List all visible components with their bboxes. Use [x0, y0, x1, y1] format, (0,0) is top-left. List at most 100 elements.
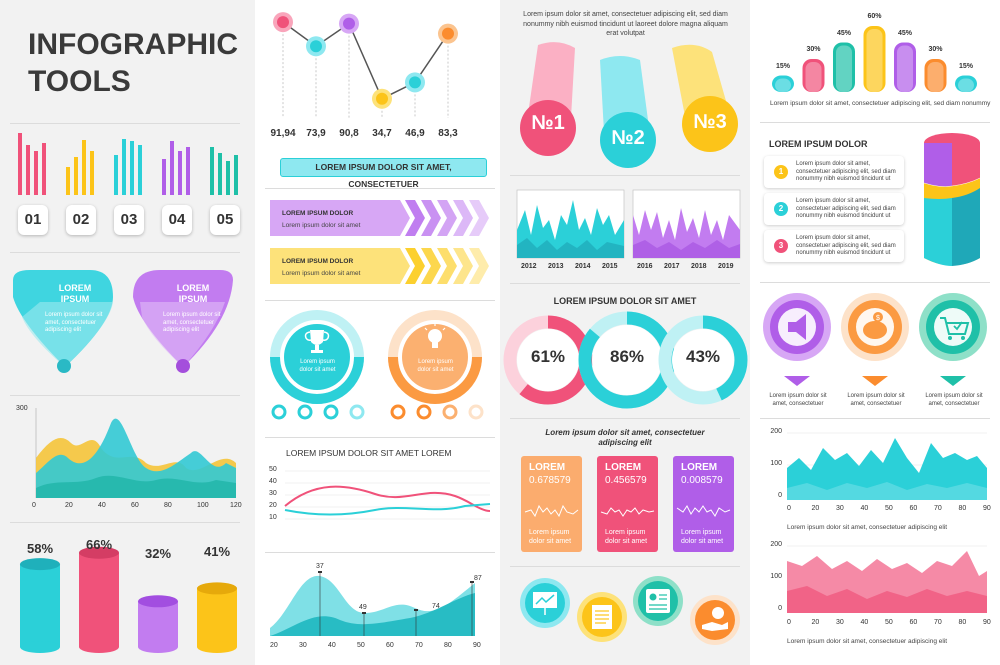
peak-chart-x-tick: 80: [444, 642, 452, 649]
cylinder-4: [197, 588, 237, 647]
wave-series-pink: [284, 485, 491, 512]
donut-title: LOREM IPSUM DOLOR SIT AMET: [553, 296, 697, 306]
bar-group-3-bar: [138, 145, 142, 195]
title-line-2: TOOLS: [28, 65, 131, 98]
cylinder-label-4: 41%: [203, 544, 231, 559]
bar-group-3-bar: [130, 141, 134, 195]
percent-bar-label: 60%: [867, 13, 882, 20]
cylinder-2-base: [79, 641, 119, 653]
donut-label-2: 86%: [609, 347, 645, 366]
percent-bar-highlight: [958, 78, 974, 92]
divider: [510, 418, 740, 419]
cylinder-4-top: [197, 582, 237, 595]
percent-bar-label: 30%: [806, 46, 821, 53]
lorem-card-3-text: Lorem ipsum dolor sit amet: [681, 529, 724, 545]
donut-center: [592, 325, 662, 395]
year-label: 2017: [664, 263, 680, 270]
piggy-bank-icon: $: [841, 293, 909, 386]
year-label: 2016: [637, 263, 653, 270]
right-area-chart-1: [787, 432, 987, 500]
bar-group-5-bar: [218, 153, 222, 195]
pin-2-text: Lorem ipsum dolor sit amet, consectetuer: [847, 393, 905, 407]
bar-group-2-bar: [82, 140, 86, 195]
right-area-y-tick: 100: [770, 573, 782, 580]
right-area-x-tick: 80: [958, 619, 967, 626]
percent-bar-2: [802, 59, 825, 92]
dot-line-chart: [273, 12, 458, 118]
list-item-2: 2 Lorem ipsum dolor sit amet, consectetu…: [764, 193, 904, 225]
banner: LOREM IPSUM DOLOR SIT AMET, CONSECTETUER: [280, 158, 487, 189]
year-label: 2013: [548, 263, 564, 270]
area-chart-1: [35, 408, 236, 498]
presentation-icon: [520, 578, 570, 628]
area-chart-1-x-tick: 120: [230, 502, 242, 509]
right-area-x-tick: 50: [885, 619, 893, 626]
ring-icons: [270, 310, 484, 420]
rank-tubes: [520, 42, 738, 168]
right-area-x-tick: 40: [860, 619, 869, 626]
dot-point: [343, 17, 355, 30]
right-area-x-tick: 0: [787, 619, 791, 626]
wave-chart-y-tick: 30: [269, 490, 277, 497]
lorem-card-1-sparkline: [524, 504, 579, 518]
year-label: 2014: [575, 263, 591, 270]
column-4: 15% 30% 45% 60% 45% 30% 15% Lorem ipsum dolor …: [750, 0, 1000, 665]
pin-3-text: Lorem ipsum dolor sit amet, consectetuer: [925, 393, 983, 407]
cylinder-2: [79, 552, 119, 647]
lorem-card-3-sparkline: [676, 505, 731, 517]
peak-chart-x-tick: 40: [328, 642, 336, 649]
dot-value-label: 91,94: [270, 128, 296, 139]
right-area-y-tick: 200: [770, 541, 782, 548]
peak-series-dark: [270, 593, 475, 636]
lorem-card-2-title: LOREM: [605, 462, 642, 473]
cylinder-label-2: 66%: [85, 537, 113, 552]
percent-bar-label: 45%: [836, 29, 851, 37]
year-label: 2015: [602, 263, 618, 270]
percent-bar-caption: Lorem ipsum dolor sit amet, consectetuer…: [770, 100, 991, 107]
bar-group-5-bar: [210, 147, 214, 195]
divider: [510, 283, 740, 284]
dot-point: [376, 92, 388, 105]
page-title: INFOGRAPHIC TOOLS: [28, 26, 238, 100]
arrow-1-title-text: LOREM IPSUM DOLOR: [282, 210, 354, 217]
number-box-04: 04: [162, 205, 192, 235]
list-item-3-number: 3: [774, 239, 788, 253]
right-area-x-tick: 20: [811, 619, 820, 626]
arrow-2-title: LOREM IPSUM DOLOR: [282, 258, 354, 265]
bar-group-1-bar: [42, 143, 46, 195]
list-item-1: 1 Lorem ipsum dolor sit amet, consectetu…: [764, 156, 904, 188]
rank-3: №3: [693, 111, 727, 133]
cylinder-1-base: [20, 641, 60, 653]
donut-label-1: 61%: [530, 347, 566, 366]
wave-chart-y-tick: 20: [269, 502, 277, 509]
area-series-teal: [36, 475, 236, 498]
drop-2-title: LOREM IPSUM: [176, 283, 210, 304]
right-area-y-tick: 0: [778, 605, 782, 612]
pin-icons: $: [763, 293, 987, 386]
ring-2-center: [402, 324, 468, 390]
lorem-card-3-title: LOREM: [681, 462, 718, 473]
drop-cyan-light: [22, 302, 113, 367]
divider: [510, 175, 740, 176]
donut-charts: [503, 311, 748, 409]
ring-1-text: Lorem ipsum dolor sit amet: [299, 359, 336, 373]
svg-text:$: $: [876, 315, 880, 322]
percent-bar-highlight: [805, 62, 822, 92]
right-area-1-series-main: [787, 438, 987, 500]
cylinder-1-top: [20, 558, 60, 571]
dot-point: [442, 27, 454, 40]
percent-bar-label: 30%: [928, 46, 943, 53]
right-area-y-tick: 0: [778, 492, 782, 499]
percent-bar-chart: [772, 26, 977, 92]
cards-caption: Lorem ipsum dolor sit amet, consectetuer…: [545, 428, 705, 447]
right-area-2-x-axis: 0 20 30 40 50 60 70 80 90: [787, 619, 991, 629]
percent-bar-highlight: [866, 29, 883, 92]
bar-group-4-bar: [186, 147, 190, 195]
peak-chart-x-tick: 50: [357, 642, 365, 649]
column-3: Lorem ipsum dolor sit amet, consectetuer…: [500, 0, 750, 665]
divider: [10, 123, 240, 124]
right-area-x-tick: 0: [787, 505, 791, 512]
drop-1-title: LOREM IPSUM: [58, 283, 92, 304]
lorem-card-2-sparkline: [600, 507, 655, 517]
drop-shapes: [13, 270, 233, 373]
